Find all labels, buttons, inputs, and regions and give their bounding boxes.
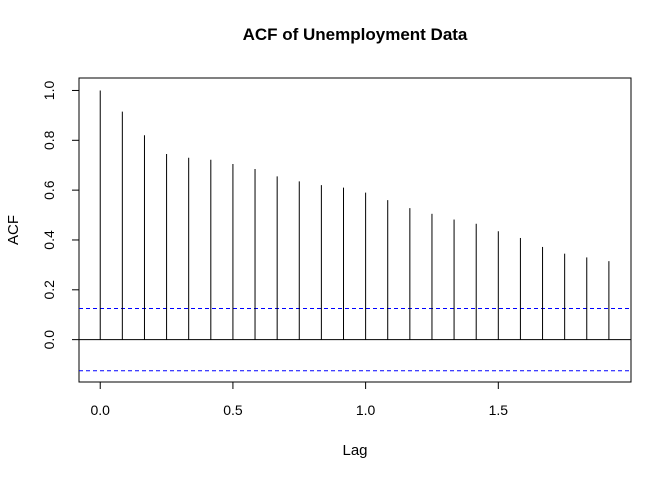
y-tick-label: 0.0 (41, 330, 57, 350)
x-tick-label: 1.0 (356, 402, 376, 418)
y-tick-label: 0.8 (41, 130, 57, 150)
y-tick-label: 1.0 (41, 81, 57, 101)
plot-frame (78, 77, 632, 383)
y-axis-label: ACF (5, 215, 22, 245)
x-axis-label: Lag (342, 442, 367, 459)
x-tick-label: 0.5 (223, 402, 243, 418)
chart-title: ACF of Unemployment Data (243, 25, 468, 44)
x-tick-label: 1.5 (489, 402, 509, 418)
acf-spikes (99, 90, 610, 340)
x-axis: 0.0 0.5 1.0 1.5 (90, 382, 508, 418)
y-tick-label: 0.6 (41, 180, 57, 200)
y-axis: 0.0 0.2 0.4 0.6 0.8 1.0 (41, 81, 79, 350)
x-tick-label: 0.0 (90, 402, 110, 418)
y-tick-label: 0.4 (41, 230, 57, 250)
confidence-bounds (79, 307, 631, 372)
y-tick-label: 0.2 (41, 280, 57, 300)
